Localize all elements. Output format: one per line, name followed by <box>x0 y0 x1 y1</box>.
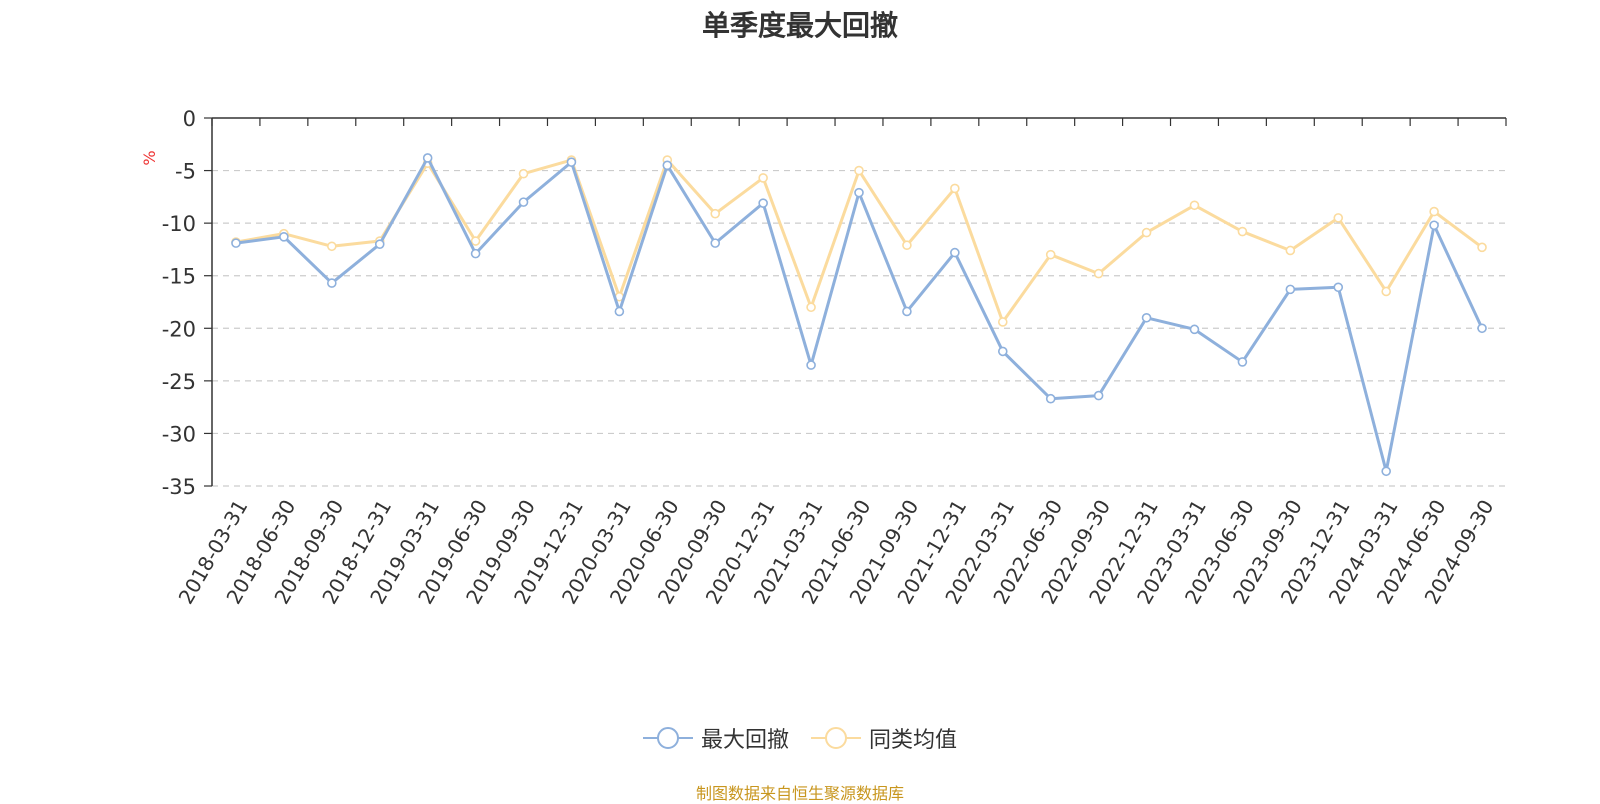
chart-title: 单季度最大回撤 <box>701 9 898 42</box>
data-point <box>854 165 864 176</box>
data-point <box>422 153 433 163</box>
data-point <box>806 302 816 313</box>
legend: 最大回撤 同类均值 <box>0 722 1600 754</box>
data-point <box>470 236 481 246</box>
data-point <box>758 173 768 183</box>
series-line <box>235 158 1483 324</box>
y-tick-label: -20 <box>162 317 196 341</box>
source-note: 制图数据来自恒生聚源数据库 <box>695 784 904 803</box>
data-point <box>566 157 577 167</box>
data-point <box>902 306 912 317</box>
data-point <box>854 187 864 198</box>
legend-marker-icon <box>811 727 861 749</box>
data-point <box>518 168 529 179</box>
data-point <box>806 360 816 370</box>
data-point <box>1189 200 1200 211</box>
tick-labels: 0-5-10-15-20-25-30-35%2018-03-312018-06-… <box>140 107 1498 608</box>
data-point <box>997 346 1008 357</box>
legend-label: 同类均值 <box>869 728 958 753</box>
data-point <box>950 247 960 258</box>
legend-item-max-drawdown[interactable]: 最大回撤 <box>642 722 789 754</box>
y-tick-label: -35 <box>162 475 196 499</box>
data-point <box>1429 220 1439 231</box>
data-point <box>1093 268 1104 279</box>
data-point <box>1477 242 1487 253</box>
data-point <box>1093 390 1104 401</box>
legend-item-peer-average[interactable]: 同类均值 <box>811 722 957 754</box>
data-point <box>614 306 625 317</box>
legend-label: 最大回撤 <box>700 728 789 753</box>
data-point <box>374 239 385 249</box>
legend-marker-icon <box>642 727 693 749</box>
data-point <box>518 197 529 207</box>
data-point <box>950 183 960 194</box>
grid-lines <box>212 169 1506 487</box>
data-point <box>231 238 241 248</box>
data-point <box>758 198 768 208</box>
data-point <box>1333 282 1344 293</box>
data-point <box>1237 357 1248 367</box>
data-point <box>1189 324 1200 335</box>
data-point <box>1381 466 1391 477</box>
data-point <box>470 248 481 259</box>
y-tick-label: -15 <box>162 265 196 289</box>
y-tick-label: -30 <box>162 422 196 446</box>
data-point <box>1141 227 1152 238</box>
axes <box>204 117 1507 487</box>
y-tick-label: -5 <box>175 160 196 184</box>
data-point <box>1045 249 1056 260</box>
data-point <box>1429 206 1439 217</box>
data-point <box>902 240 912 251</box>
data-point <box>1045 393 1056 404</box>
data-point <box>327 278 337 288</box>
data-point <box>662 160 673 171</box>
data-point <box>1285 284 1296 295</box>
series-line <box>235 156 1484 473</box>
data-point <box>1237 226 1248 237</box>
y-tick-label: -25 <box>162 370 196 394</box>
data-point <box>1141 312 1152 323</box>
y-tick-label: 0 <box>183 107 196 131</box>
y-axis-unit-label: % <box>140 150 159 165</box>
data-point <box>1285 245 1296 256</box>
series-lines <box>231 153 1487 477</box>
data-point <box>1477 323 1487 334</box>
data-point <box>1381 286 1391 297</box>
y-tick-label: -10 <box>162 212 196 236</box>
data-point <box>279 232 289 242</box>
data-point <box>1333 213 1344 223</box>
data-point <box>327 241 337 252</box>
data-point <box>710 238 721 248</box>
data-point <box>997 317 1008 327</box>
data-point <box>710 208 721 219</box>
